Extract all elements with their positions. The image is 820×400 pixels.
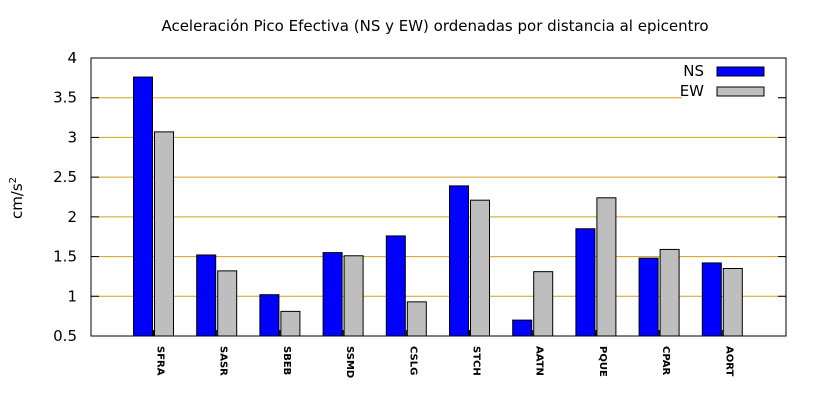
x-tick-label: AORT [723,346,734,376]
bar-ew-aort [722,267,743,337]
x-tick-label: STCH [471,346,482,376]
bar-ew-ssmd [343,255,364,337]
bar-ew-stch [470,199,490,337]
y-tick-label: 2.5 [53,168,77,186]
bar-ns-cslg [385,235,406,337]
bar-ns-sbeb [259,294,280,337]
x-tick-label: AATN [534,346,545,376]
legend: NS EW [680,61,778,106]
y-tick-label: 1 [67,287,77,305]
legend-swatch-ew [716,86,765,97]
y-axis-label-exponent: 2 [8,177,19,183]
bar-ew-cslg [406,301,427,337]
x-tick-label: SASR [218,346,229,376]
y-axis-label: cm/s2 [8,177,26,219]
plot-frame [90,57,787,337]
x-axis-ticks: SFRA SASR SBEB SSMD CSLG STCH AATN PQUE CPAR AORT [153,330,734,378]
x-tick-label: SFRA [155,346,166,376]
bars [133,76,743,337]
bar-ew-aatn [533,271,554,337]
bar-ns-pque [575,228,596,337]
chart-title: Aceleración Pico Efectiva (NS y EW) orde… [161,17,708,35]
bar-ew-sbeb [280,310,301,337]
bar-ew-sasr [217,270,238,337]
x-tick-label: SBEB [281,346,292,375]
bar-ew-pque [596,197,617,337]
y-axis-label-unit: cm/s [8,183,26,219]
x-tick-label: PQUE [597,346,608,377]
legend-swatch-ns [716,66,765,77]
bar-ns-aatn [512,319,533,337]
bar-ns-stch [449,185,469,337]
y-tick-label: 4 [67,49,77,67]
legend-label-ns: NS [683,62,704,80]
gridlines [91,97,786,297]
x-tick-label: CSLG [407,346,418,375]
bar-ns-ssmd [322,252,343,337]
bar-ns-cpar [638,257,659,337]
bar-ns-sfra [133,76,153,337]
x-tick-label: CPAR [660,346,671,375]
bar-ns-aort [701,262,722,337]
bar-ew-cpar [659,248,680,337]
y-tick-label: 3.5 [53,89,77,107]
bar-ew-sfra [154,131,174,337]
y-tick-label: 1.5 [53,248,77,266]
y-tick-label: 0.5 [53,327,77,345]
y-tick-label: 2 [67,208,77,226]
bar-ns-sasr [196,254,217,337]
x-tick-label: SSMD [344,346,355,378]
y-axis-ticks: 0.5 1 1.5 2 2.5 3 3.5 4 [53,49,786,345]
y-tick-label: 3 [67,128,77,146]
legend-label-ew: EW [680,82,704,100]
